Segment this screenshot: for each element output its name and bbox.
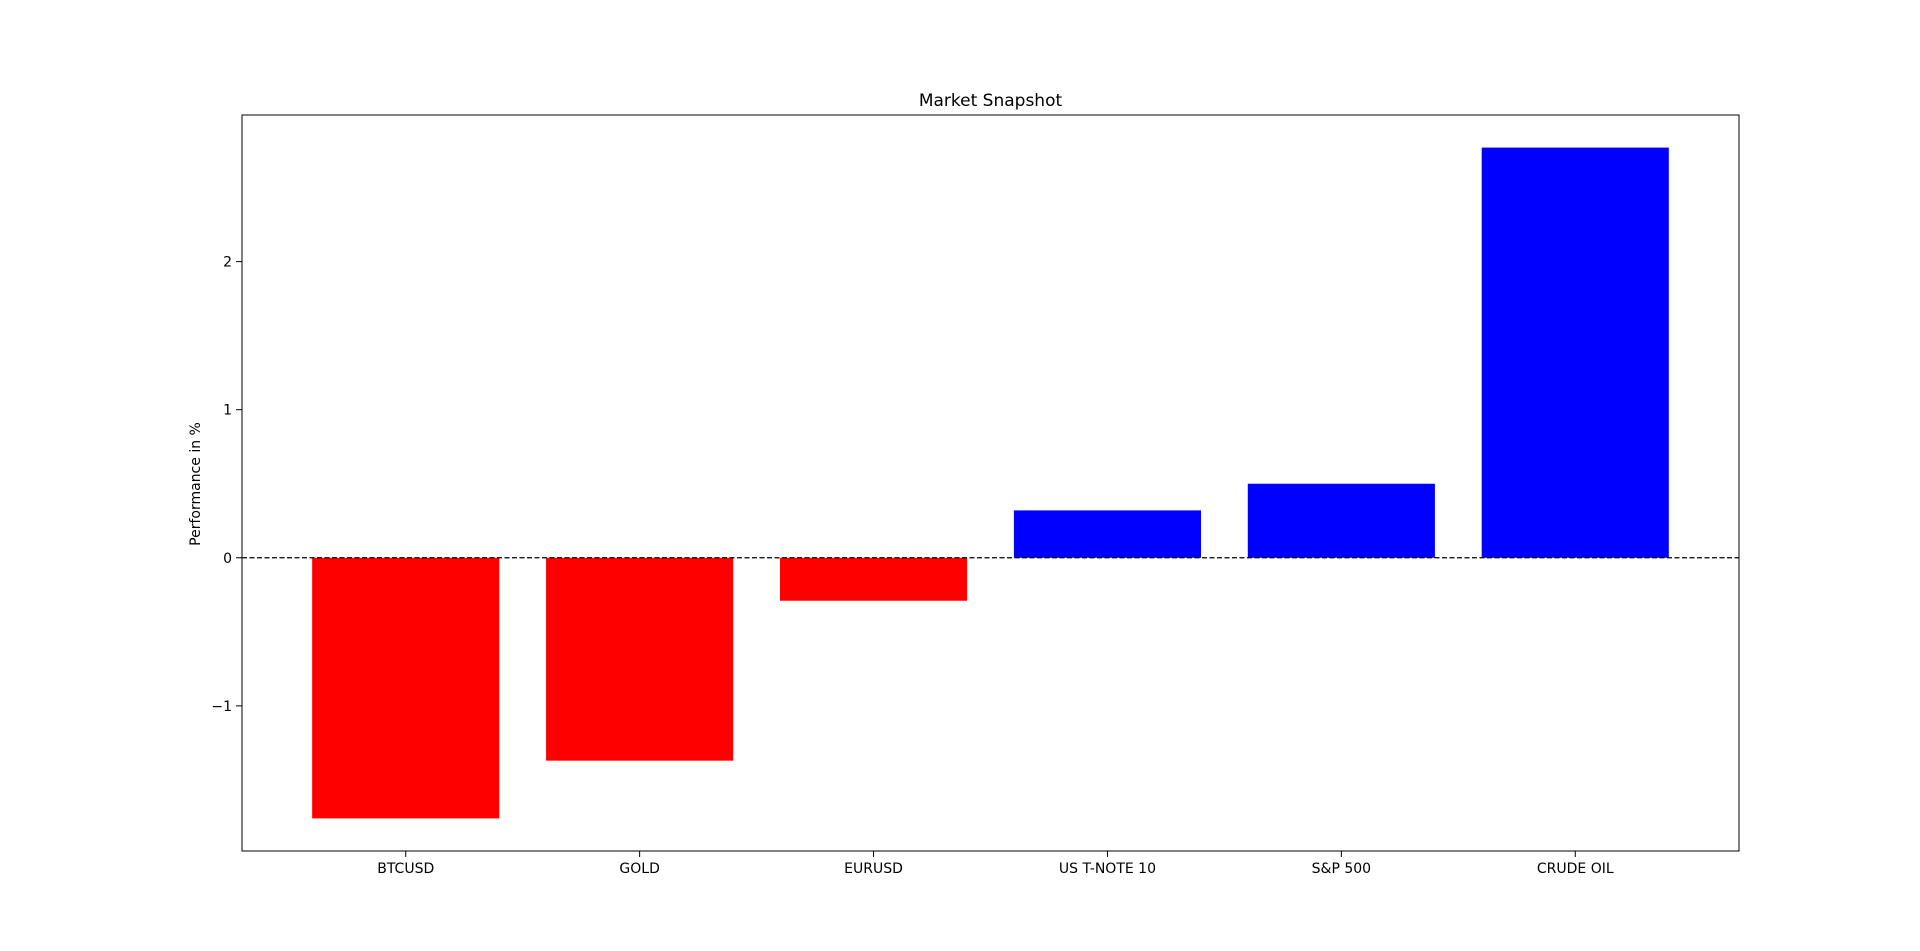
bars-group <box>312 147 1669 819</box>
bar-eurusd <box>779 557 968 601</box>
x-tick-label: GOLD <box>619 861 659 877</box>
bar-btcusd <box>312 557 500 819</box>
x-tick-label: US T-NOTE 10 <box>1059 861 1156 877</box>
bar-s-p-500 <box>1247 483 1435 558</box>
x-tick-label: BTCUSD <box>377 861 434 877</box>
y-tick-label: 2 <box>223 255 232 271</box>
x-axis-ticks: BTCUSD GOLD EURUSD US T-NOTE 10 S&P 500 CRUDE… <box>377 851 1614 877</box>
x-tick-label: CRUDE OIL <box>1537 861 1614 877</box>
y-axis-ticks: −1 0 1 2 <box>211 255 242 715</box>
bar-crude-oil <box>1481 147 1669 558</box>
chart-title: Market Snapshot <box>919 91 1063 111</box>
bar-us-t-note-10 <box>1013 510 1202 558</box>
plot-frame <box>241 114 1740 852</box>
y-axis-label: Performance in % <box>188 422 204 546</box>
x-tick-label: EURUSD <box>844 861 903 877</box>
x-tick-label: S&P 500 <box>1312 861 1371 877</box>
y-tick-label: 1 <box>223 403 232 419</box>
y-tick-label: 0 <box>223 551 232 567</box>
bar-gold <box>546 557 734 761</box>
y-tick-label: −1 <box>211 699 232 715</box>
